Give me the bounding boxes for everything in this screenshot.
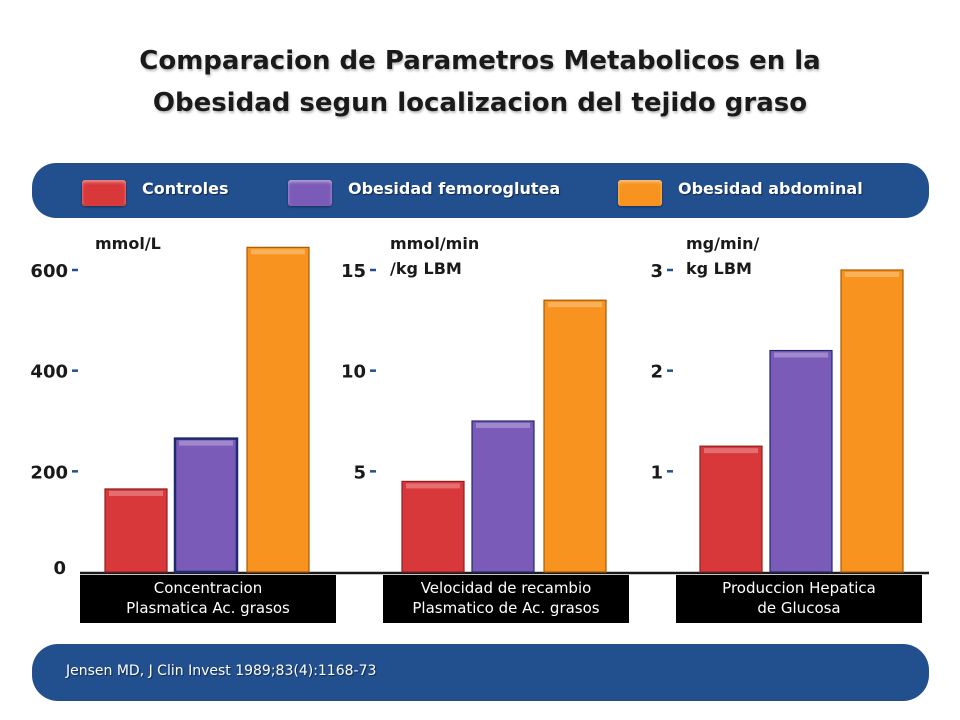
y-tick-label: 1	[650, 462, 663, 483]
unit-label: kg LBM	[686, 259, 752, 278]
legend: Controles Obesidad femoroglutea Obesidad…	[32, 163, 929, 218]
x-label-line: Concentracion	[154, 579, 262, 597]
y-tick-label: 200	[30, 462, 68, 483]
bar	[471, 420, 535, 573]
unit-label: /kg LBM	[390, 259, 462, 278]
bar	[840, 269, 904, 573]
unit-label: mmol/min	[390, 234, 479, 253]
bar-highlight	[704, 448, 758, 454]
x-label-line: Produccion Hepatica	[722, 579, 876, 597]
bar-highlight	[548, 302, 602, 308]
bar-highlight	[179, 440, 233, 446]
y-tick-label-zero: 0	[53, 558, 66, 579]
bar	[543, 299, 607, 573]
y-tick-label: 3	[650, 261, 663, 282]
legend-swatch-femoroglutea	[288, 180, 332, 206]
x-label-line: Plasmatica Ac. grasos	[126, 599, 290, 617]
bar-highlight	[406, 483, 460, 489]
y-tick-label: 5	[353, 462, 366, 483]
x-label-line: de Glucosa	[757, 599, 840, 617]
x-label-box	[80, 575, 336, 623]
bar-highlight	[845, 272, 899, 277]
title-line-1: Comparacion de Parametros Metabolicos en…	[139, 46, 821, 76]
bar	[769, 349, 833, 573]
legend-label-abdominal: Obesidad abdominal	[678, 179, 863, 198]
y-tick-label: 10	[341, 362, 366, 383]
legend-swatch-controles	[82, 180, 126, 206]
x-label-line: Plasmatico de Ac. grasos	[412, 599, 599, 617]
bar	[401, 480, 465, 573]
legend-label-controles: Controles	[142, 179, 229, 198]
bar-highlight	[109, 490, 163, 496]
y-tick-label: 600	[30, 261, 68, 282]
bar	[246, 246, 310, 573]
bar	[173, 437, 239, 574]
legend-label-femoroglutea: Obesidad femoroglutea	[348, 179, 561, 198]
chart-title: Comparacion de Parametros Metabolicos en…	[80, 40, 880, 124]
unit-label: mmol/L	[95, 234, 161, 253]
bar-highlight	[251, 249, 305, 255]
source-citation: Jensen MD, J Clin Invest 1989;83(4):1168…	[66, 663, 377, 679]
bar-highlight	[774, 352, 828, 358]
bar-highlight	[476, 423, 530, 428]
bar	[104, 488, 168, 573]
bar	[699, 445, 763, 573]
y-tick-label: 2	[650, 362, 663, 383]
x-label-box	[383, 575, 629, 623]
x-label-box	[676, 575, 922, 623]
source-band: Jensen MD, J Clin Invest 1989;83(4):1168…	[32, 644, 929, 701]
x-label-line: Velocidad de recambio	[421, 579, 592, 597]
unit-label: mg/min/	[686, 234, 760, 253]
title-line-2: Obesidad segun localizacion del tejido g…	[152, 88, 808, 118]
y-tick-label: 400	[30, 362, 68, 383]
y-tick-label: 15	[341, 261, 366, 282]
legend-swatch-abdominal	[618, 180, 662, 206]
